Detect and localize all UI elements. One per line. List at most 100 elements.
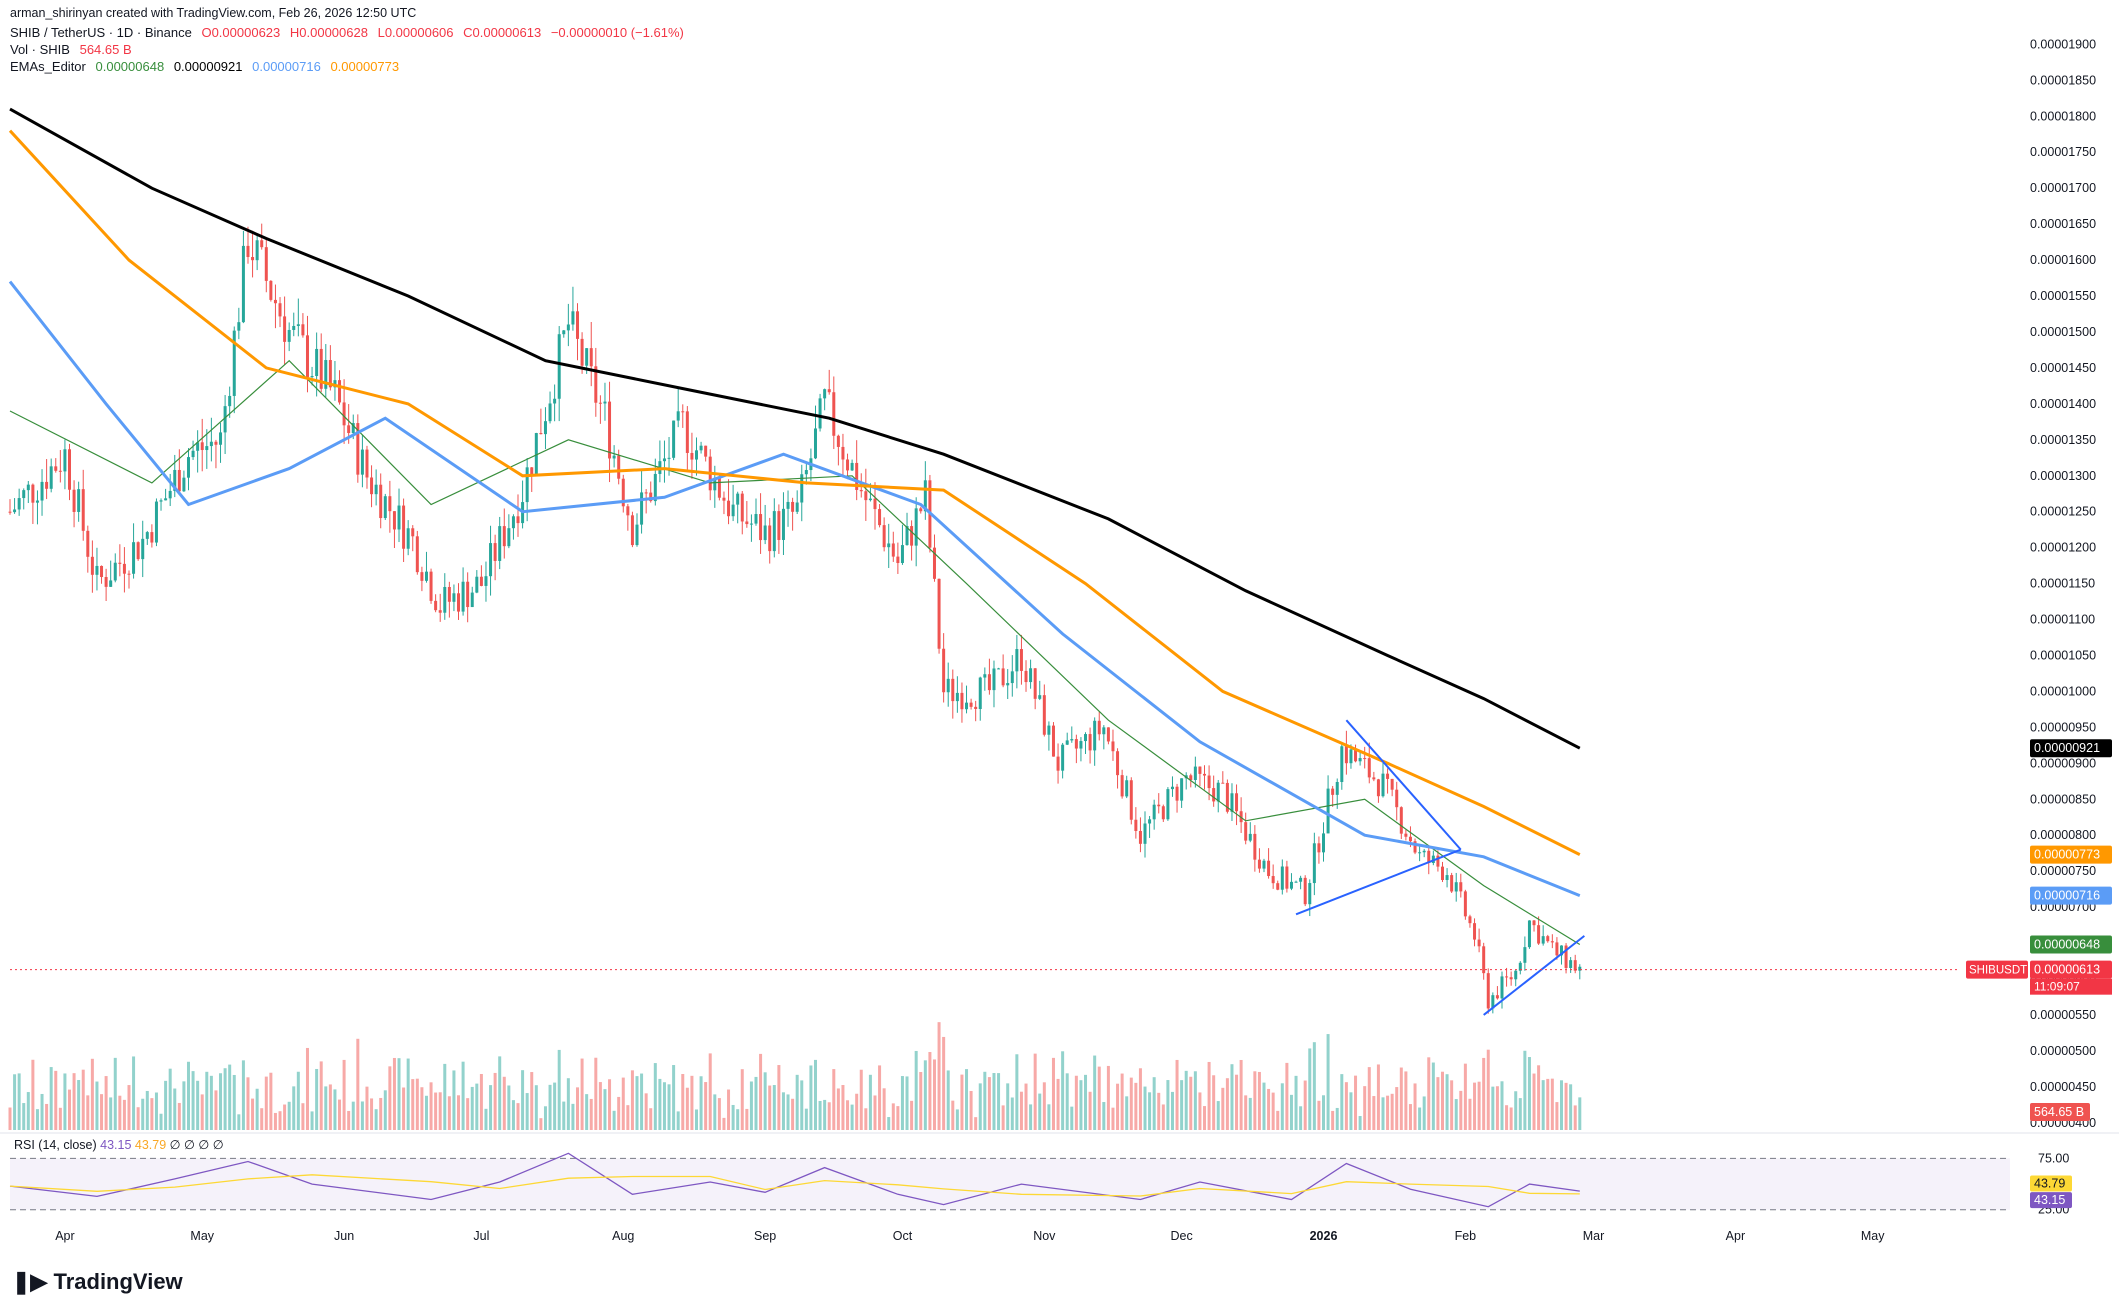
candle-body [351, 423, 355, 434]
volume-bar [383, 1090, 387, 1130]
candle-body [1203, 773, 1207, 776]
volume-bar [1120, 1073, 1124, 1130]
volume-bar [1148, 1092, 1152, 1130]
candle-body [86, 530, 90, 557]
candle-body [530, 467, 534, 475]
volume-bar [264, 1076, 268, 1130]
candle-body [1340, 746, 1344, 783]
candle-body [1093, 720, 1097, 751]
candle-body [823, 389, 827, 399]
symbol-tag [1966, 960, 2028, 979]
volume-bar [832, 1069, 836, 1130]
y-tick-label: 0.00000850 [2030, 792, 2096, 806]
volume-bar [1450, 1080, 1454, 1130]
low-value: L0.00000606 [377, 25, 454, 40]
candle-body [644, 492, 648, 494]
volume-bar [626, 1105, 630, 1130]
ema-label[interactable]: EMAs_Editor [10, 59, 86, 74]
candle-body [1491, 995, 1495, 1009]
volume-bar [1431, 1062, 1435, 1130]
candle-body [90, 556, 94, 575]
tradingview-logo[interactable]: ❚▶ TradingView [12, 1269, 183, 1295]
candle-body [768, 525, 772, 552]
candle-body [1134, 819, 1138, 831]
volume-label[interactable]: Vol · SHIB [10, 42, 70, 57]
volume-bar [1203, 1106, 1207, 1130]
candle-body [1221, 782, 1225, 784]
candle-body [1473, 923, 1477, 940]
volume-bar [543, 1106, 547, 1130]
volume-bar [255, 1088, 259, 1130]
volume-bar [31, 1059, 35, 1130]
volume-bar [1042, 1082, 1046, 1130]
candle-body [900, 545, 904, 564]
candle-body [26, 484, 30, 491]
candle-body [347, 425, 351, 434]
candle-body [324, 360, 328, 389]
candle-body [113, 562, 117, 581]
candle-body [1024, 670, 1028, 683]
x-tick-label: Dec [1171, 1229, 1193, 1243]
volume-bar [342, 1059, 346, 1130]
candle-body [333, 380, 337, 388]
candle-body [731, 504, 735, 517]
candle-body [1262, 860, 1266, 869]
volume-bar [1344, 1082, 1348, 1130]
volume-bar [287, 1101, 291, 1130]
candle-body [301, 324, 305, 336]
candle-body [475, 576, 479, 593]
volume-bar [333, 1089, 337, 1130]
volume-bar [1358, 1116, 1362, 1130]
volume-bar [942, 1036, 946, 1130]
volume-bar [379, 1097, 383, 1130]
volume-bar [475, 1083, 479, 1130]
volume-bar [1427, 1057, 1431, 1130]
volume-bar [1088, 1091, 1092, 1130]
volume-bar [1527, 1057, 1531, 1130]
volume-bar [965, 1069, 969, 1130]
ema-line-1 [9, 359, 1581, 946]
y-tick-label: 0.00001250 [2030, 505, 2096, 519]
candle-body [635, 524, 639, 546]
candle-body [960, 692, 964, 710]
volume-bar [846, 1100, 850, 1130]
candle-body [8, 511, 12, 513]
volume-bar [1235, 1074, 1239, 1130]
candle-body [525, 467, 529, 503]
volume-bar [754, 1076, 758, 1130]
x-tick-label: Apr [1726, 1229, 1745, 1243]
volume-bar [461, 1061, 465, 1130]
volume-bar [1312, 1042, 1316, 1130]
price-tag-text: 0.00000773 [2034, 848, 2100, 862]
volume-bar [763, 1072, 767, 1130]
volume-bar [196, 1080, 200, 1130]
rsi-label: RSI (14, close) 43.15 43.79 ∅ ∅ ∅ ∅ [14, 1138, 224, 1152]
volume-bar [434, 1092, 438, 1130]
candle-body [452, 593, 456, 602]
candle-body [173, 469, 177, 491]
candle-body [813, 428, 817, 459]
volume-bar [937, 1022, 941, 1130]
volume-bar [1367, 1067, 1371, 1130]
volume-bar [374, 1109, 378, 1130]
candle-body [1180, 778, 1184, 801]
candle-body [846, 459, 850, 471]
volume-bar [1294, 1075, 1298, 1130]
volume-bar [1473, 1082, 1477, 1130]
volume-bar [621, 1077, 625, 1130]
candle-body [145, 532, 149, 539]
volume-bar [1408, 1104, 1412, 1130]
candle-body [667, 457, 671, 459]
candle-body [1235, 793, 1239, 812]
candle-body [1129, 780, 1133, 820]
ema-line-2 [9, 107, 1581, 750]
volume-bar [855, 1093, 859, 1130]
symbol-label[interactable]: SHIB / TetherUS · 1D · Binance [10, 25, 192, 40]
candle-body [214, 441, 218, 445]
ema-line: EMAs_Editor 0.00000648 0.00000921 0.0000… [10, 59, 405, 74]
volume-bar [571, 1103, 575, 1130]
volume-bar [795, 1074, 799, 1130]
volume-tag [2030, 1103, 2090, 1121]
candle-body [791, 501, 795, 512]
